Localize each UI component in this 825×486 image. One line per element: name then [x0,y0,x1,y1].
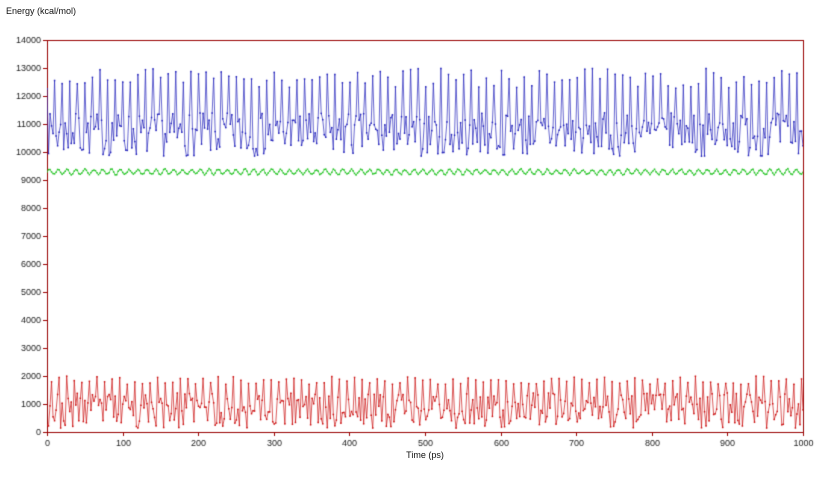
y-axis-title: Energy (kcal/mol) [6,6,77,16]
x-axis-label: Time (ps) [406,450,444,460]
